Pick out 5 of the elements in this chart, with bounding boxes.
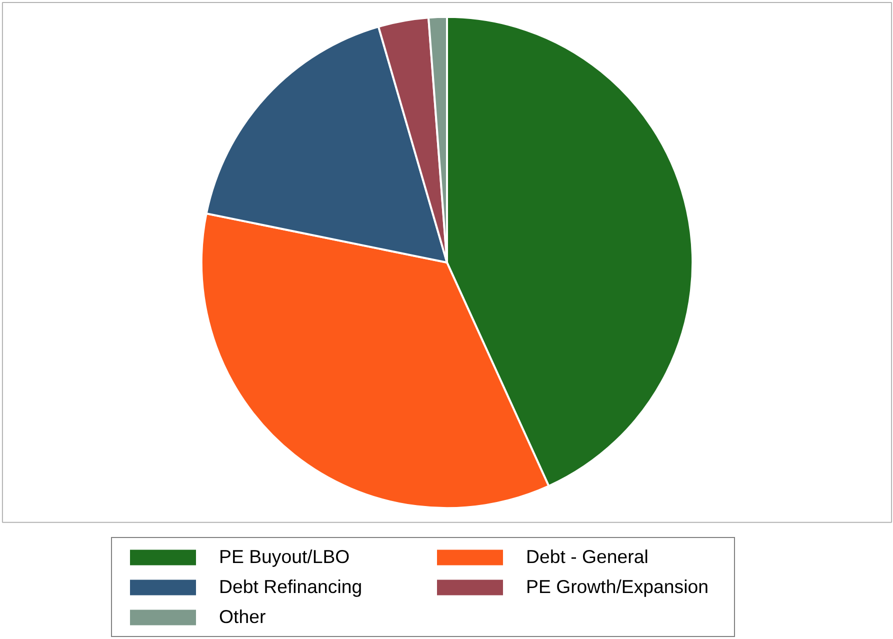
- legend-label: PE Buyout/LBO: [219, 546, 351, 568]
- legend-label: Other: [219, 606, 267, 628]
- legend-label: Debt - General: [526, 546, 650, 568]
- legend-label: PE Growth/Expansion: [526, 576, 710, 598]
- legend-label: Debt Refinancing: [219, 576, 364, 598]
